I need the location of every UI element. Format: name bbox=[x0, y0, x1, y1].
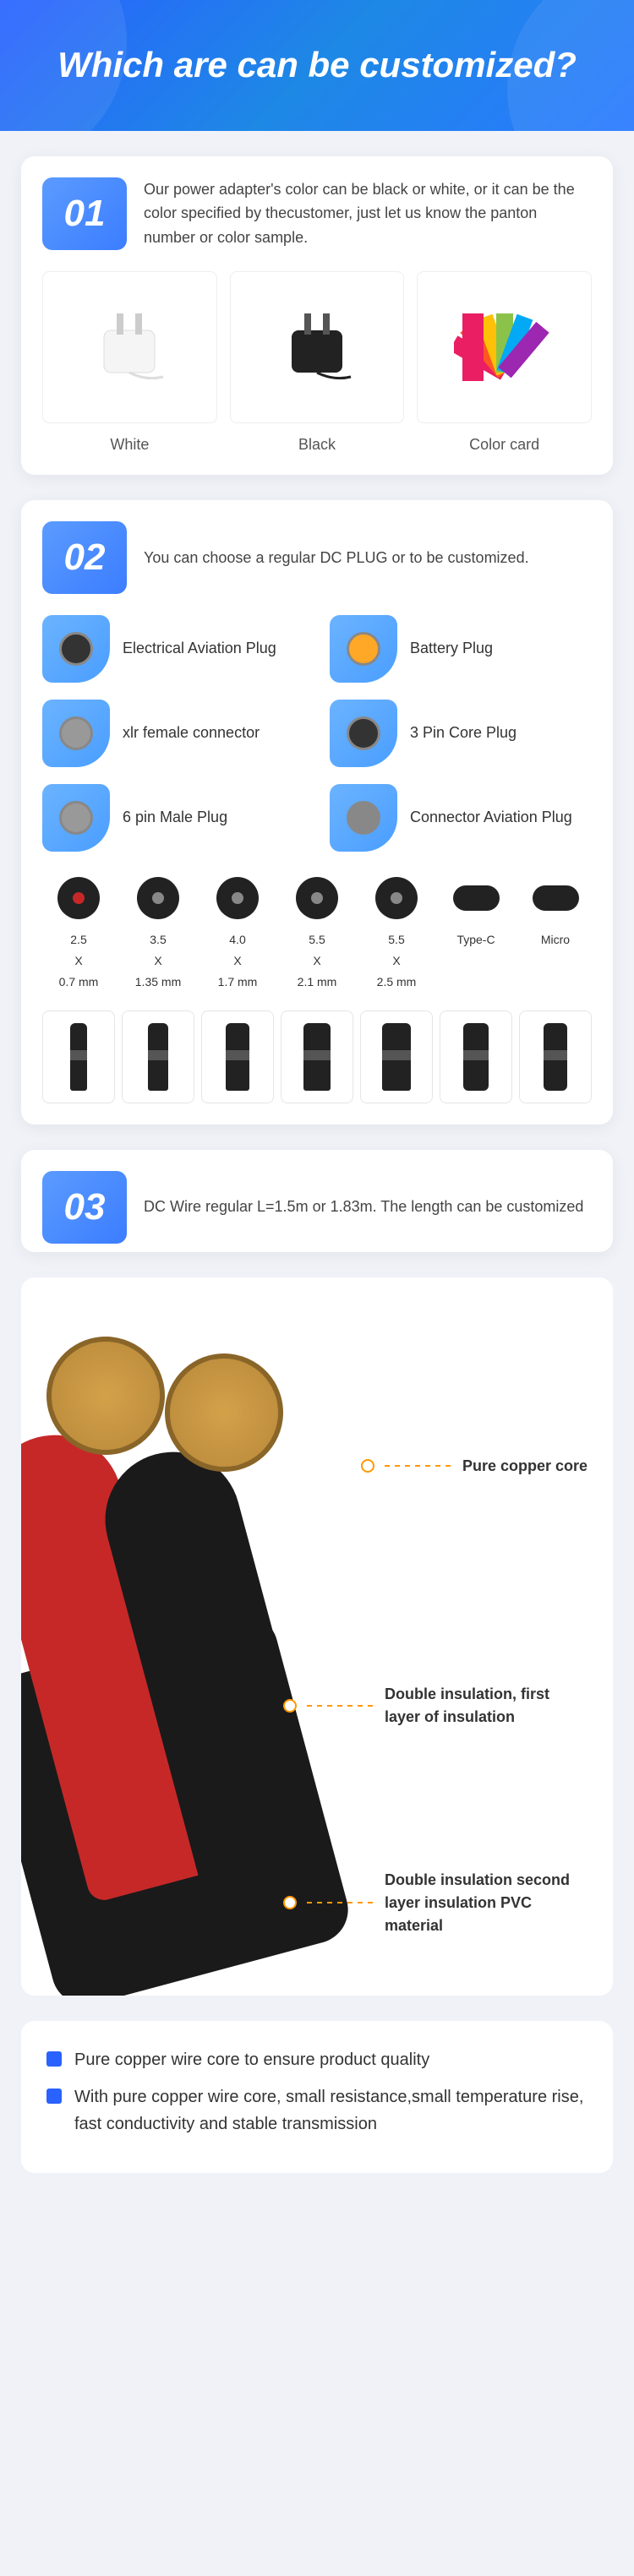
color-label: Black bbox=[230, 436, 405, 454]
bullet-square-icon bbox=[46, 2089, 62, 2104]
color-label: Color card bbox=[417, 436, 592, 454]
dc-specs-row: 2.5 X 0.7 mm 3.5 X 1.35 mm 4.0 X 1.7 mm … bbox=[42, 877, 592, 994]
dc-spec: Micro bbox=[519, 877, 592, 994]
section-desc-01: Our power adapter's color can be black o… bbox=[144, 177, 592, 250]
plug-icon bbox=[330, 784, 397, 852]
dc-jack-icon bbox=[137, 877, 179, 919]
section-header: 02 You can choose a regular DC PLUG or t… bbox=[42, 521, 592, 594]
hero-banner: Which are can be customized? bbox=[0, 0, 634, 131]
callout-copper-core: Pure copper core bbox=[361, 1455, 588, 1478]
section-desc-03: DC Wire regular L=1.5m or 1.83m. The len… bbox=[144, 1195, 592, 1219]
bullet-item: Pure copper wire core to ensure product … bbox=[46, 2046, 588, 2073]
callout-second-insulation: Double insulation second layer insulatio… bbox=[283, 1869, 588, 1937]
callout-text: Double insulation second layer insulatio… bbox=[385, 1869, 588, 1937]
bullet-text: With pure copper wire core, small resist… bbox=[74, 2083, 588, 2138]
plug-label: 6 pin Male Plug bbox=[123, 807, 227, 828]
plug-item: 3 Pin Core Plug bbox=[330, 700, 592, 767]
callout-dot-icon bbox=[283, 1896, 297, 1909]
dc-jack-icon bbox=[57, 877, 100, 919]
plug-icon bbox=[330, 615, 397, 683]
dc-plugs-row bbox=[42, 1010, 592, 1103]
dc-jack-icon bbox=[216, 877, 259, 919]
callout-line bbox=[307, 1705, 374, 1707]
color-grid: White Black bbox=[42, 271, 592, 454]
dc-plug-image bbox=[42, 1010, 115, 1103]
color-label: White bbox=[42, 436, 217, 454]
dc-plug-image bbox=[519, 1010, 592, 1103]
dc-spec: 5.5 X 2.5 mm bbox=[360, 877, 433, 994]
plug-icon bbox=[42, 784, 110, 852]
dc-plug-image bbox=[360, 1010, 433, 1103]
adapter-white-image bbox=[42, 271, 217, 423]
callout-dot-icon bbox=[283, 1699, 297, 1713]
plug-icon bbox=[42, 700, 110, 767]
color-card-image bbox=[417, 271, 592, 423]
bullet-text: Pure copper wire core to ensure product … bbox=[74, 2046, 429, 2073]
plug-label: 3 Pin Core Plug bbox=[410, 722, 516, 743]
plug-icon bbox=[42, 615, 110, 683]
cable-section: Pure copper core Double insulation, firs… bbox=[21, 1277, 613, 1996]
dc-plug-image bbox=[122, 1010, 194, 1103]
plug-icon bbox=[330, 700, 397, 767]
dc-spec: 5.5 X 2.1 mm bbox=[281, 877, 353, 994]
section-02: 02 You can choose a regular DC PLUG or t… bbox=[21, 500, 613, 1125]
cable-cutaway-image: Pure copper core Double insulation, firs… bbox=[21, 1277, 613, 1996]
plug-item: 6 pin Male Plug bbox=[42, 784, 304, 852]
num-badge-02: 02 bbox=[42, 521, 127, 594]
plug-item: Battery Plug bbox=[330, 615, 592, 683]
dc-spec: Type-C bbox=[440, 877, 512, 994]
dc-plug-image bbox=[201, 1010, 274, 1103]
section-03: 03 DC Wire regular L=1.5m or 1.83m. The … bbox=[21, 1150, 613, 1252]
dc-spec: 3.5 X 1.35 mm bbox=[122, 877, 194, 994]
plug-label: Electrical Aviation Plug bbox=[123, 638, 276, 659]
hero-title: Which are can be customized? bbox=[17, 42, 617, 89]
color-item-white: White bbox=[42, 271, 217, 454]
section-header: 03 DC Wire regular L=1.5m or 1.83m. The … bbox=[42, 1171, 592, 1244]
callout-text: Pure copper core bbox=[462, 1455, 588, 1478]
color-item-colorcard: Color card bbox=[417, 271, 592, 454]
adapter-black-image bbox=[230, 271, 405, 423]
callout-dot-icon bbox=[361, 1459, 374, 1473]
callout-line bbox=[307, 1902, 374, 1903]
dc-jack-icon bbox=[375, 877, 418, 919]
dc-spec: 4.0 X 1.7 mm bbox=[201, 877, 274, 994]
color-item-black: Black bbox=[230, 271, 405, 454]
plug-item: xlr female connector bbox=[42, 700, 304, 767]
callout-first-insulation: Double insulation, first layer of insula… bbox=[283, 1683, 588, 1729]
dc-spec: 2.5 X 0.7 mm bbox=[42, 877, 115, 994]
num-badge-03: 03 bbox=[42, 1171, 127, 1244]
plug-label: xlr female connector bbox=[123, 722, 260, 743]
plug-label: Battery Plug bbox=[410, 638, 493, 659]
bullet-square-icon bbox=[46, 2051, 62, 2067]
plug-label: Connector Aviation Plug bbox=[410, 807, 572, 828]
dc-plug-image bbox=[440, 1010, 512, 1103]
callout-text: Double insulation, first layer of insula… bbox=[385, 1683, 588, 1729]
plug-item: Electrical Aviation Plug bbox=[42, 615, 304, 683]
section-01: 01 Our power adapter's color can be blac… bbox=[21, 156, 613, 475]
usb-c-icon bbox=[453, 885, 500, 911]
plug-item: Connector Aviation Plug bbox=[330, 784, 592, 852]
bullet-item: With pure copper wire core, small resist… bbox=[46, 2083, 588, 2138]
bullets-section: Pure copper wire core to ensure product … bbox=[21, 2021, 613, 2173]
usb-micro-icon bbox=[533, 885, 579, 911]
callout-line bbox=[385, 1465, 452, 1467]
plug-grid: Electrical Aviation Plug Battery Plug xl… bbox=[42, 615, 592, 852]
dc-plug-image bbox=[281, 1010, 353, 1103]
num-badge-01: 01 bbox=[42, 177, 127, 250]
section-header: 01 Our power adapter's color can be blac… bbox=[42, 177, 592, 250]
section-desc-02: You can choose a regular DC PLUG or to b… bbox=[144, 546, 592, 570]
dc-jack-icon bbox=[296, 877, 338, 919]
